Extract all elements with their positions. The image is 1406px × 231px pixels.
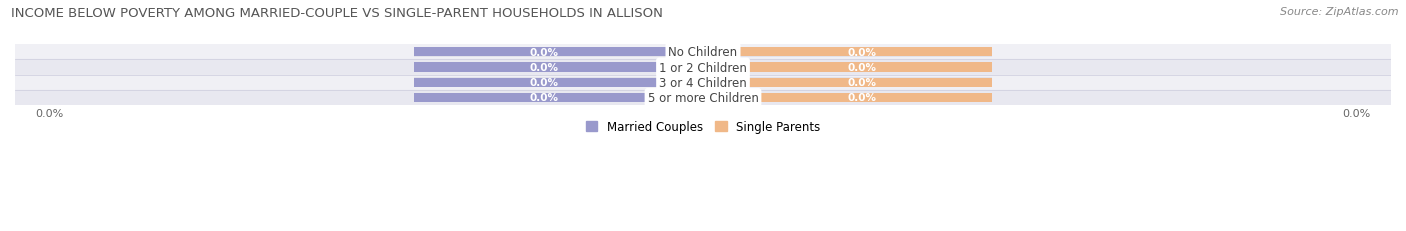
Legend: Married Couples, Single Parents: Married Couples, Single Parents [586,120,820,133]
Text: INCOME BELOW POVERTY AMONG MARRIED-COUPLE VS SINGLE-PARENT HOUSEHOLDS IN ALLISON: INCOME BELOW POVERTY AMONG MARRIED-COUPL… [11,7,664,20]
Text: 0.0%: 0.0% [848,48,876,58]
Bar [413,93,993,103]
Text: 0.0%: 0.0% [530,78,558,88]
Text: No Children: No Children [668,46,738,59]
Bar [413,78,993,88]
Text: 0.0%: 0.0% [530,93,558,103]
Bar [703,63,993,72]
Bar [703,78,993,87]
Text: 0.0%: 0.0% [530,63,558,73]
Bar [413,48,993,58]
Text: 0.0%: 0.0% [848,78,876,88]
Text: 0.0%: 0.0% [530,48,558,58]
Bar [413,63,703,72]
Text: 3 or 4 Children: 3 or 4 Children [659,76,747,89]
Bar [15,60,1391,75]
Bar [15,91,1391,106]
Text: 0.0%: 0.0% [848,93,876,103]
Text: Source: ZipAtlas.com: Source: ZipAtlas.com [1281,7,1399,17]
Bar [413,48,703,57]
Bar [15,45,1391,60]
Bar [703,48,993,57]
Bar [413,78,703,87]
Text: 0.0%: 0.0% [848,63,876,73]
Text: 1 or 2 Children: 1 or 2 Children [659,61,747,74]
Text: 5 or more Children: 5 or more Children [648,91,758,104]
Bar [413,63,993,73]
Bar [15,75,1391,91]
Bar [703,94,993,103]
Bar [413,94,703,103]
